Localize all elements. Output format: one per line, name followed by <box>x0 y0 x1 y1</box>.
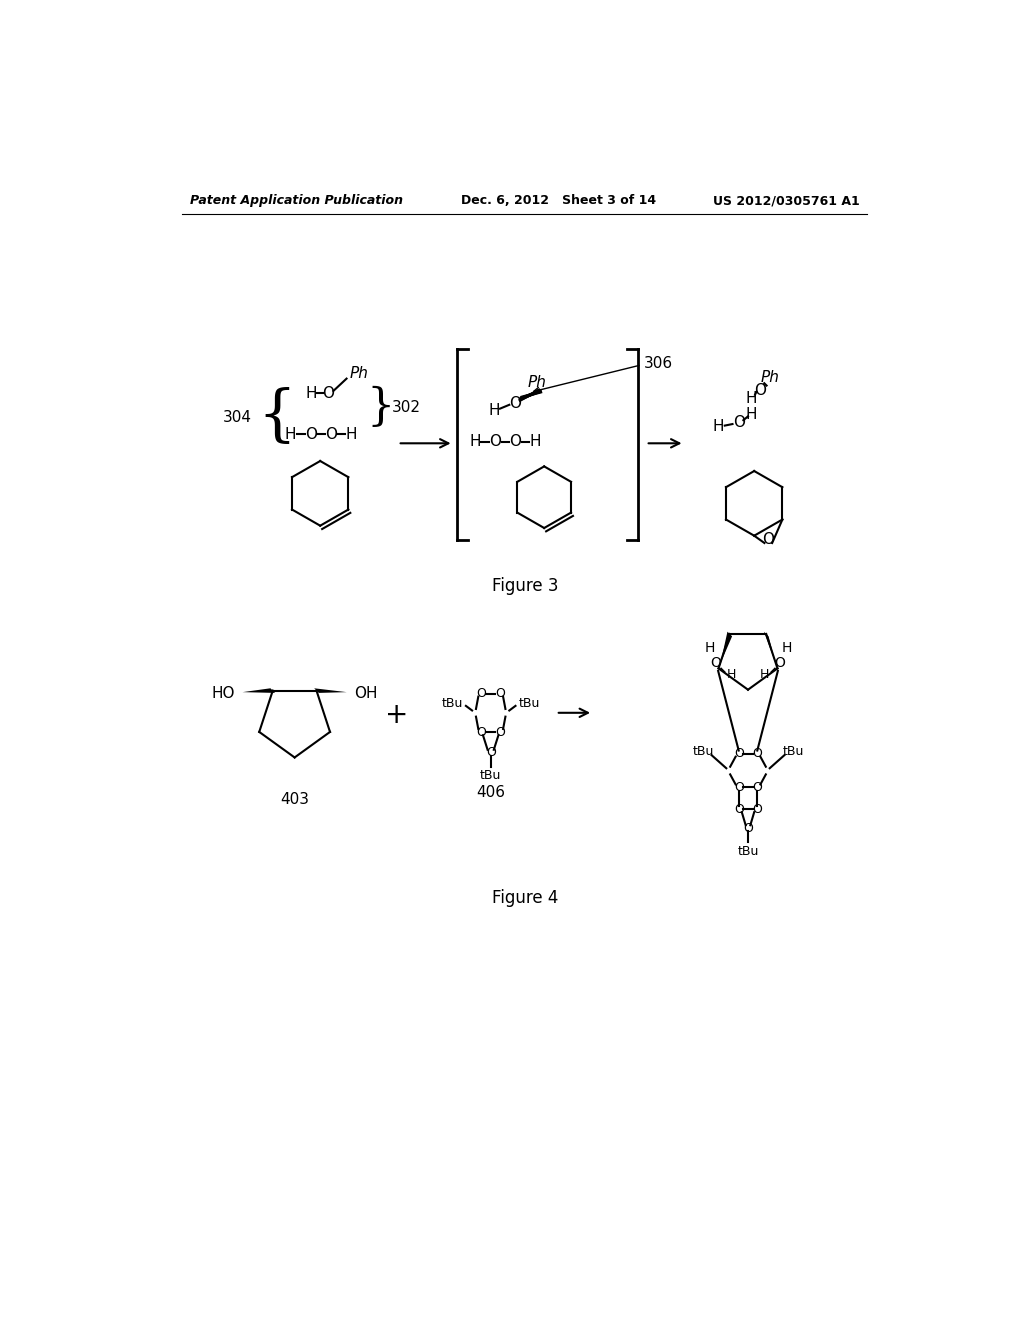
Text: H: H <box>469 434 481 449</box>
Text: O: O <box>734 747 743 760</box>
Text: O: O <box>753 747 762 760</box>
Text: O: O <box>510 396 521 411</box>
Text: O: O <box>734 803 743 816</box>
Text: +: + <box>385 701 409 729</box>
Text: H: H <box>529 434 542 449</box>
Text: H: H <box>781 640 792 655</box>
Polygon shape <box>314 688 347 693</box>
Text: O: O <box>755 383 766 397</box>
Text: H: H <box>713 418 724 434</box>
Text: H: H <box>727 668 736 681</box>
Text: Ph: Ph <box>760 371 779 385</box>
Text: Patent Application Publication: Patent Application Publication <box>190 194 403 207</box>
Text: O: O <box>753 781 762 795</box>
Text: H: H <box>745 407 757 421</box>
Text: tBu: tBu <box>441 697 463 710</box>
Text: O: O <box>775 656 785 671</box>
Text: O: O <box>753 803 762 816</box>
Text: H: H <box>745 391 757 407</box>
Text: 302: 302 <box>392 400 421 414</box>
Text: O: O <box>711 656 721 671</box>
Text: 406: 406 <box>476 785 505 800</box>
Text: O: O <box>322 385 334 401</box>
Text: 403: 403 <box>281 792 309 808</box>
Text: H: H <box>285 426 297 442</box>
Text: O: O <box>495 726 505 739</box>
Text: O: O <box>762 532 774 548</box>
Text: H: H <box>488 404 500 418</box>
Text: 306: 306 <box>644 355 673 371</box>
Text: O: O <box>734 781 743 795</box>
Text: O: O <box>476 686 486 700</box>
Text: Ph: Ph <box>527 375 547 389</box>
Text: O: O <box>743 822 753 834</box>
Polygon shape <box>764 632 775 663</box>
Text: O: O <box>489 434 502 449</box>
Text: Figure 3: Figure 3 <box>492 577 558 595</box>
Text: Figure 4: Figure 4 <box>492 888 558 907</box>
Text: O: O <box>305 426 316 442</box>
Polygon shape <box>721 632 732 663</box>
Text: Ph: Ph <box>349 367 369 381</box>
Text: O: O <box>325 426 337 442</box>
Text: H: H <box>305 385 316 401</box>
Text: Dec. 6, 2012   Sheet 3 of 14: Dec. 6, 2012 Sheet 3 of 14 <box>461 194 656 207</box>
Text: O: O <box>510 434 521 449</box>
Text: O: O <box>495 686 505 700</box>
Text: US 2012/0305761 A1: US 2012/0305761 A1 <box>713 194 859 207</box>
Text: O: O <box>476 726 486 739</box>
Polygon shape <box>243 688 275 693</box>
Text: }: } <box>367 385 395 429</box>
Text: tBu: tBu <box>480 770 502 783</box>
Text: tBu: tBu <box>519 697 540 710</box>
Text: H: H <box>705 640 715 655</box>
Text: tBu: tBu <box>782 744 804 758</box>
Text: O: O <box>733 414 744 430</box>
Text: 304: 304 <box>223 411 252 425</box>
Text: H: H <box>345 426 357 442</box>
Text: O: O <box>485 746 496 759</box>
Text: tBu: tBu <box>692 744 714 758</box>
Text: OH: OH <box>354 686 378 701</box>
Text: {: { <box>257 388 296 447</box>
Text: HO: HO <box>211 686 234 701</box>
Text: tBu: tBu <box>737 845 759 858</box>
Text: H: H <box>760 668 769 681</box>
